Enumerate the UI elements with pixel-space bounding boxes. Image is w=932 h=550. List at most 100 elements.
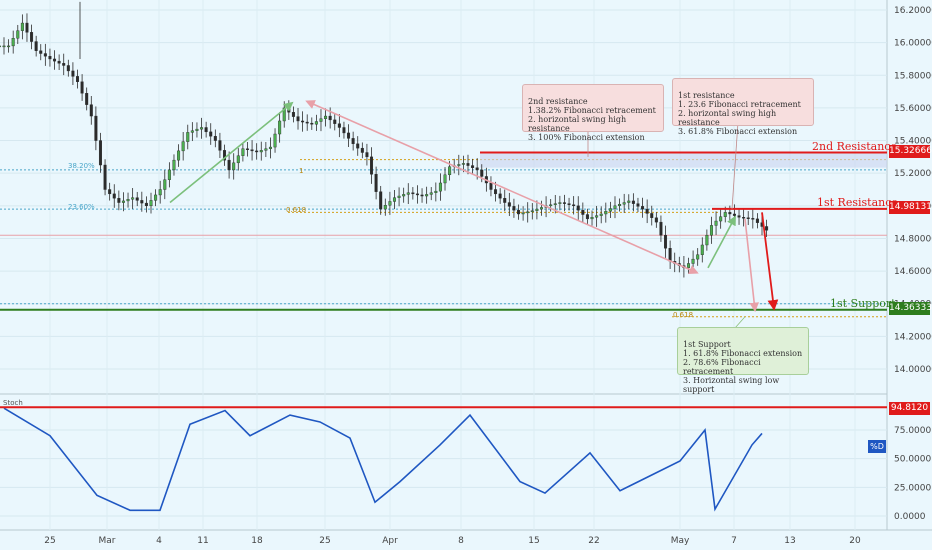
candle-body <box>374 174 378 192</box>
stoch-tick-label: 0.0000 <box>894 512 926 522</box>
candle-body <box>526 211 530 214</box>
candle-body <box>397 195 401 198</box>
candle-body <box>388 201 392 206</box>
stoch-pane-label: Stoch <box>3 399 23 407</box>
candle-body <box>438 182 442 192</box>
candle-body <box>751 218 755 220</box>
candle-body <box>535 208 539 211</box>
candle-body <box>117 198 121 203</box>
stoch-tick-label: 75.0000 <box>894 426 931 436</box>
candle-body <box>549 204 553 207</box>
candle-body <box>709 225 713 236</box>
candle-body <box>471 165 475 168</box>
candle-body <box>383 205 387 210</box>
candle-body <box>443 174 447 184</box>
badge-first-support: 14.36333 <box>889 302 932 315</box>
candle-body <box>732 213 736 216</box>
candle-body <box>517 209 521 215</box>
label-first-support: 1st Support <box>830 297 896 310</box>
candle-body <box>255 150 259 153</box>
time-tick-label: Mar <box>99 536 116 546</box>
candle-body <box>39 50 43 54</box>
candle-body <box>434 190 438 193</box>
candle-body <box>177 150 181 161</box>
candle-body <box>98 140 102 166</box>
candle-body <box>392 197 396 202</box>
candle-body <box>20 22 24 31</box>
candle-body <box>585 214 589 220</box>
candle-body <box>581 209 585 215</box>
candle-body <box>126 199 130 202</box>
candle-body <box>301 120 305 123</box>
candle-body <box>310 122 314 125</box>
candle-body <box>562 202 566 204</box>
candle-body <box>705 234 709 246</box>
candle-body <box>755 218 759 223</box>
time-tick-label: 22 <box>588 536 599 546</box>
candle-body <box>512 206 516 211</box>
time-tick-label: 18 <box>251 536 263 546</box>
candle-body <box>172 159 176 171</box>
candle-body <box>686 263 690 269</box>
stoch-d-line <box>3 407 763 512</box>
support-resistance-lines <box>0 151 887 311</box>
candle-body <box>650 213 654 218</box>
candle-body <box>742 217 746 219</box>
candle-body <box>333 119 337 124</box>
candle-body <box>360 147 364 153</box>
fibonacci-lines <box>0 153 887 318</box>
candle-body <box>34 41 38 51</box>
fib-label-23: 23.60% <box>68 203 95 211</box>
candle-body <box>429 192 433 195</box>
red-arrow-down <box>761 212 779 311</box>
candle-body <box>108 189 112 195</box>
candle-body <box>149 200 153 207</box>
candle-body <box>402 194 406 197</box>
candle-body <box>636 203 640 207</box>
candle-body <box>213 135 217 141</box>
candle-body <box>48 56 52 60</box>
candle-body <box>144 202 148 207</box>
price-tick-label: 15.20000 <box>894 169 932 179</box>
candle-body <box>140 200 144 204</box>
red-arrow-diagonal <box>305 100 699 275</box>
candle-body <box>503 198 507 203</box>
candlesticks <box>0 1 769 278</box>
resistance-zone <box>480 153 887 168</box>
candle-body <box>103 164 107 190</box>
time-tick-label: 25 <box>319 536 330 546</box>
candle-body <box>30 32 34 42</box>
candle-body <box>273 133 277 148</box>
candle-body <box>112 193 116 199</box>
candle-body <box>200 127 204 130</box>
candle-body <box>696 254 700 260</box>
candle-body <box>654 217 658 223</box>
green-arrow-up <box>169 101 294 204</box>
label-second-resistance: 2nd Resistance <box>812 140 897 153</box>
candle-body <box>245 148 249 150</box>
candle-body <box>57 60 61 64</box>
candle-body <box>668 248 672 262</box>
price-tick-label: 15.40000 <box>894 137 932 147</box>
candle-body <box>154 194 158 201</box>
candle-body <box>737 215 741 218</box>
candle-body <box>608 208 612 212</box>
badge-stoch-overbought: 94.8120 <box>889 402 930 415</box>
candle-body <box>622 202 626 205</box>
candle-body <box>195 128 199 131</box>
price-tick-label: 14.60000 <box>894 267 932 277</box>
candle-body <box>475 167 479 171</box>
time-axis: 25 Mar 4 11 18 25 Apr 8 15 22 May 7 13 20 <box>44 536 861 546</box>
time-tick-label: 11 <box>197 536 208 546</box>
candle-body <box>7 45 11 48</box>
candle-body <box>765 226 769 231</box>
candle-body <box>94 115 98 141</box>
candle-body <box>365 152 369 158</box>
candle-body <box>604 211 608 215</box>
candle-body <box>342 127 346 134</box>
candle-body <box>25 22 29 33</box>
price-tick-label: 15.60000 <box>894 104 932 114</box>
candle-body <box>241 148 245 156</box>
candle-body <box>507 202 511 207</box>
time-tick-label: 13 <box>784 536 795 546</box>
